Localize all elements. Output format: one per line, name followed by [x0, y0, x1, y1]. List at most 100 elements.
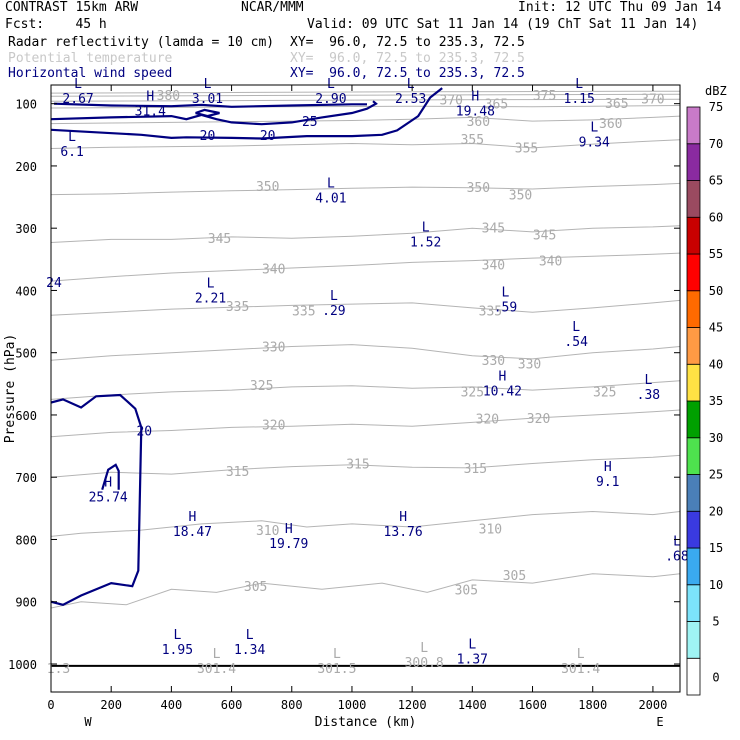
- field-xy-reflectivity: XY= 96.0, 72.5 to 235.3, 72.5: [290, 35, 525, 50]
- y-tick-label: 400: [15, 284, 37, 298]
- wind-extremum-marker: H: [471, 90, 479, 105]
- wind-contour-20: [51, 393, 143, 606]
- wind-extremum-marker: H: [104, 476, 112, 491]
- wind-extremum-marker: L: [590, 121, 598, 136]
- field-xy-theta: XY= 96.0, 72.5 to 235.3, 72.5: [290, 51, 525, 66]
- colorbar-swatch: [686, 327, 701, 365]
- plot-frame: [50, 84, 681, 693]
- wind-extremum-value: 2.67: [62, 92, 93, 107]
- theta-contour-310: [51, 510, 680, 537]
- x-tick-label: 0: [47, 698, 54, 712]
- colorbar-label: 35: [709, 394, 723, 408]
- wind-extremum-value: 1.37: [457, 652, 488, 667]
- wind-extremum-marker: L: [246, 628, 254, 643]
- wind-contour-label: 20: [200, 129, 216, 144]
- colorbar-label: 45: [709, 321, 723, 335]
- wind-extremum-marker: H: [285, 522, 293, 537]
- theta-contour-label: 335: [479, 304, 502, 319]
- wind-contour-20: [51, 87, 443, 140]
- theta-contour-label: 320: [527, 412, 550, 427]
- wind-contour-closed: [101, 463, 120, 491]
- wind-extremum-value: 3.01: [192, 92, 223, 107]
- theta-contour-320: [51, 409, 680, 438]
- colorbar-label: 65: [709, 174, 723, 188]
- theta-extremum-marker: L: [420, 641, 428, 656]
- theta-contour-label: 305: [244, 580, 267, 595]
- theta-contour-label: 310: [256, 524, 279, 539]
- theta-extremum-marker: L: [333, 647, 341, 662]
- colorbar-swatch: [686, 363, 701, 402]
- theta-extremum-marker: L: [577, 647, 585, 662]
- wind-extremum-value: 1.15: [564, 92, 595, 107]
- colorbar-swatch: [686, 106, 701, 145]
- plot-area: [51, 85, 680, 692]
- theta-contour-label: 335: [226, 300, 249, 315]
- y-tick-label: 700: [15, 471, 37, 485]
- colorbar-swatch: [686, 584, 701, 622]
- colorbar-swatch: [686, 547, 701, 586]
- theta-contours: 305 305 305 310 310 315 315 315 320 320 320 325 325 3…: [51, 89, 680, 609]
- theta-contour-label: 365: [605, 97, 628, 112]
- wind-extremum-value: 2.90: [315, 92, 346, 107]
- theta-contour-label: 310: [479, 522, 502, 537]
- colorbar-swatch: [686, 180, 701, 218]
- y-tick-label: 300: [15, 222, 37, 236]
- theta-contour-label: 355: [461, 133, 484, 148]
- theta-contour-label: 325: [461, 385, 484, 400]
- colorbar-swatch: [686, 437, 701, 475]
- wind-extremum-value: 2.53: [395, 92, 426, 107]
- x-tick-label: 1800: [578, 698, 607, 712]
- x-axis-label: Distance (km): [315, 715, 417, 730]
- theta-extremum-value: 300.8: [405, 656, 444, 671]
- header-fcst: Fcst: 45 h: [5, 17, 107, 32]
- colorbar-label: 25: [709, 468, 723, 482]
- theta-contour-label: 345: [208, 232, 231, 247]
- theta-contour-label: 325: [250, 379, 273, 394]
- theta-contour-label: 305: [455, 583, 478, 598]
- axes: 100 200 300 400 500 600 700 800 900 1000 0 200 400 60…: [3, 84, 681, 730]
- colorbar-label: 20: [709, 504, 723, 518]
- theta-contour-label: 325: [593, 385, 616, 400]
- theta-extremum-value: 301.4: [197, 662, 236, 677]
- theta-contour-label: 330: [482, 354, 505, 369]
- theta-contour-370: [51, 98, 680, 102]
- colorbar-label: 40: [709, 357, 723, 371]
- wind-extremum-marker: L: [327, 177, 335, 192]
- colorbar-label: 50: [709, 284, 723, 298]
- colorbar-label: 5: [712, 615, 719, 629]
- theta-contour-label: 315: [226, 465, 249, 480]
- theta-contour-label: 380: [157, 89, 180, 104]
- wind-extremum-value: 25.74: [89, 491, 128, 506]
- colorbar-unit: dBZ: [705, 84, 727, 98]
- theta-contour-label: 330: [262, 340, 285, 355]
- theta-extremum-marker: L: [213, 647, 221, 662]
- x-tick-label: 1000: [338, 698, 367, 712]
- theta-contour-label: 330: [518, 357, 541, 372]
- wind-extremum-value: 19.79: [269, 537, 308, 552]
- wind-contour-25: [51, 100, 378, 126]
- wind-extremum-value: .54: [564, 335, 588, 350]
- theta-contour-label: 350: [467, 181, 490, 196]
- theta-contour-label: 365: [485, 98, 508, 113]
- colorbar: dBZ 0 5 10 15 20 25 30 35 40 45 50 55 60 65 70 75: [686, 84, 727, 696]
- wind-extremum-marker: L: [173, 628, 181, 643]
- wind-contour-label: 20: [260, 129, 276, 144]
- colorbar-swatch: [686, 290, 701, 328]
- x-end-label-west: W: [84, 715, 92, 729]
- theta-contour-335: [51, 299, 680, 316]
- theta-contour-label: 350: [509, 189, 532, 204]
- header-init: Init: 12 UTC Thu 09 Jan 14: [518, 0, 722, 15]
- colorbar-swatch: [686, 621, 701, 659]
- theta-contour-355: [51, 139, 680, 149]
- theta-contour-305: [51, 573, 680, 609]
- theta-contour-label: 370: [440, 93, 463, 108]
- theta-contour-label: 355: [515, 141, 538, 156]
- theta-contour-label: 335: [292, 304, 315, 319]
- theta-contour-label: 315: [346, 458, 369, 473]
- colorbar-swatch: [686, 474, 701, 512]
- colorbar-swatch: [686, 143, 701, 181]
- wind-extremum-value: 31.4: [135, 105, 166, 120]
- theta-contour-375: [51, 93, 680, 97]
- field-label-wind: Horizontal wind speed: [8, 66, 173, 81]
